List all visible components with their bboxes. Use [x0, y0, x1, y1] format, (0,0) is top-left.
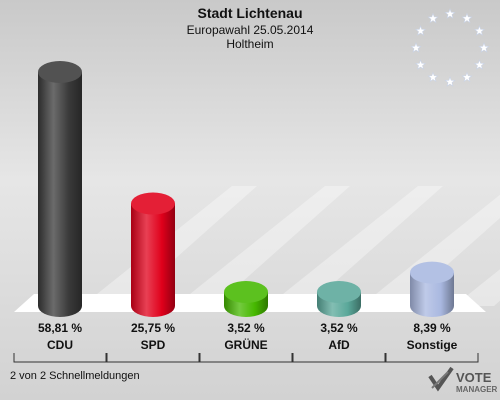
value-label: 58,81 %	[38, 321, 82, 335]
bar-top	[131, 192, 175, 215]
eu-star	[478, 42, 490, 53]
bar-body	[131, 203, 175, 317]
eu-star	[461, 12, 473, 24]
bar-body	[38, 72, 82, 317]
vote-check-icon	[428, 366, 454, 392]
category-bracket	[199, 353, 293, 363]
bar-grüne	[224, 280, 268, 317]
bar-body	[410, 272, 454, 317]
bar-top	[38, 61, 82, 83]
category-label: Sonstige	[407, 338, 458, 352]
category-label: GRÜNE	[224, 337, 267, 352]
category-bracket	[385, 353, 479, 363]
value-label: 8,39 %	[413, 321, 451, 335]
bar-afd	[317, 280, 361, 317]
eu-star	[461, 71, 473, 83]
bar-top	[410, 261, 454, 284]
category-label: SPD	[141, 338, 166, 352]
chart-location: Holtheim	[226, 37, 274, 51]
eu-star	[444, 8, 456, 19]
bar-top	[317, 280, 361, 303]
vote-manager-logo: VOTE MANAGER	[428, 366, 498, 394]
bar-sonstige	[410, 261, 454, 317]
chart-title: Stadt Lichtenau	[197, 5, 303, 21]
category-label: AfD	[328, 338, 350, 352]
category-bracket	[292, 353, 386, 363]
bar-spd	[131, 192, 175, 317]
eu-star	[414, 59, 427, 70]
logo-text-manager: MANAGER	[456, 385, 498, 394]
value-label: 3,52 %	[320, 321, 358, 335]
value-label: 3,52 %	[227, 321, 265, 335]
eu-star	[427, 12, 439, 24]
eu-stars-icon	[410, 8, 490, 87]
eu-star	[427, 71, 439, 83]
category-bracket	[106, 353, 200, 363]
eu-star	[410, 42, 422, 53]
category-label: CDU	[47, 338, 73, 352]
bar-cdu	[38, 61, 82, 317]
value-label: 25,75 %	[131, 321, 175, 335]
eu-star	[414, 25, 427, 36]
eu-star	[473, 59, 486, 70]
chart-light-streaks	[82, 186, 500, 306]
eu-star	[473, 25, 486, 36]
footer-status: 2 von 2 Schnellmeldungen	[10, 370, 140, 382]
logo-text-vote: VOTE	[456, 370, 492, 385]
category-bracket	[13, 353, 107, 363]
eu-star	[444, 76, 456, 87]
chart-subtitle: Europawahl 25.05.2014	[186, 23, 314, 37]
bar-top	[224, 280, 268, 303]
